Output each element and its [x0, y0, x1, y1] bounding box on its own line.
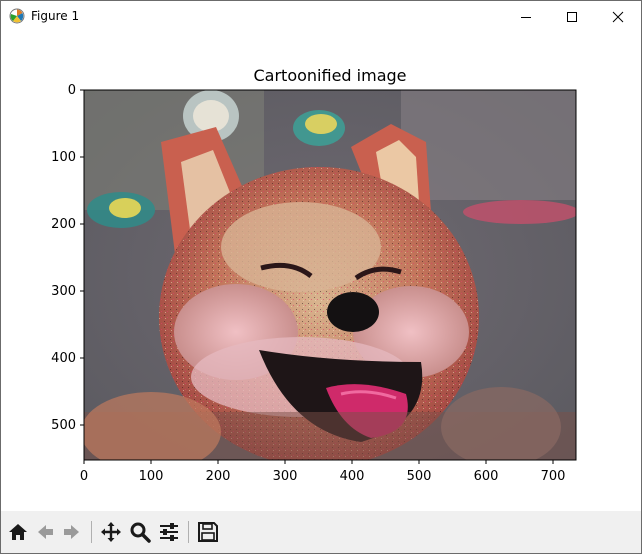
matplotlib-logo-icon	[9, 8, 25, 24]
figure-canvas[interactable]: Cartoonified image 0 100 200 300 400 500	[1, 32, 641, 511]
configure-subplots-icon	[160, 523, 178, 541]
back-button[interactable]	[32, 519, 58, 545]
close-button[interactable]	[595, 1, 641, 32]
configure-subplots-button[interactable]	[156, 519, 182, 545]
y-axis: 0 100 200 300 400 500	[51, 83, 84, 433]
plot-title: Cartoonified image	[254, 66, 407, 85]
forward-button[interactable]	[59, 519, 85, 545]
minimize-button[interactable]	[503, 1, 549, 32]
pan-icon	[101, 522, 121, 542]
y-tick-label: 400	[51, 351, 76, 366]
close-icon	[612, 11, 624, 22]
x-tick-label: 700	[541, 469, 566, 484]
forward-arrow-icon	[64, 525, 79, 539]
pan-button[interactable]	[98, 519, 124, 545]
zoom-button[interactable]	[127, 519, 153, 545]
toolbar-separator	[91, 521, 92, 543]
toolbar-separator	[188, 521, 189, 543]
maximize-button[interactable]	[549, 1, 595, 32]
x-tick-label: 500	[407, 469, 432, 484]
y-tick-label: 200	[51, 217, 76, 232]
y-tick-label: 0	[68, 83, 76, 98]
y-tick-label: 100	[51, 150, 76, 165]
plot-area[interactable]: Cartoonified image 0 100 200 300 400 500	[1, 32, 641, 511]
x-tick-label: 300	[273, 469, 298, 484]
home-button[interactable]	[5, 519, 31, 545]
navigation-toolbar	[1, 511, 641, 553]
axes-frame	[83, 89, 577, 461]
minimize-icon	[521, 16, 531, 18]
zoom-icon	[130, 522, 151, 543]
save-icon	[198, 522, 218, 542]
x-tick-label: 200	[206, 469, 231, 484]
back-arrow-icon	[38, 525, 53, 539]
x-tick-label: 0	[80, 469, 88, 484]
cartoonified-image	[84, 90, 576, 460]
home-icon	[9, 524, 27, 540]
maximize-icon	[567, 11, 577, 22]
x-tick-label: 600	[474, 469, 499, 484]
y-tick-label: 300	[51, 284, 76, 299]
window-title: Figure 1	[31, 9, 80, 23]
x-tick-label: 400	[340, 469, 365, 484]
title-bar: Figure 1	[1, 1, 641, 32]
save-button[interactable]	[195, 519, 221, 545]
x-axis: 0 100 200 300 400 500 600 700	[80, 460, 566, 484]
x-tick-label: 100	[139, 469, 164, 484]
y-tick-label: 500	[51, 418, 76, 433]
